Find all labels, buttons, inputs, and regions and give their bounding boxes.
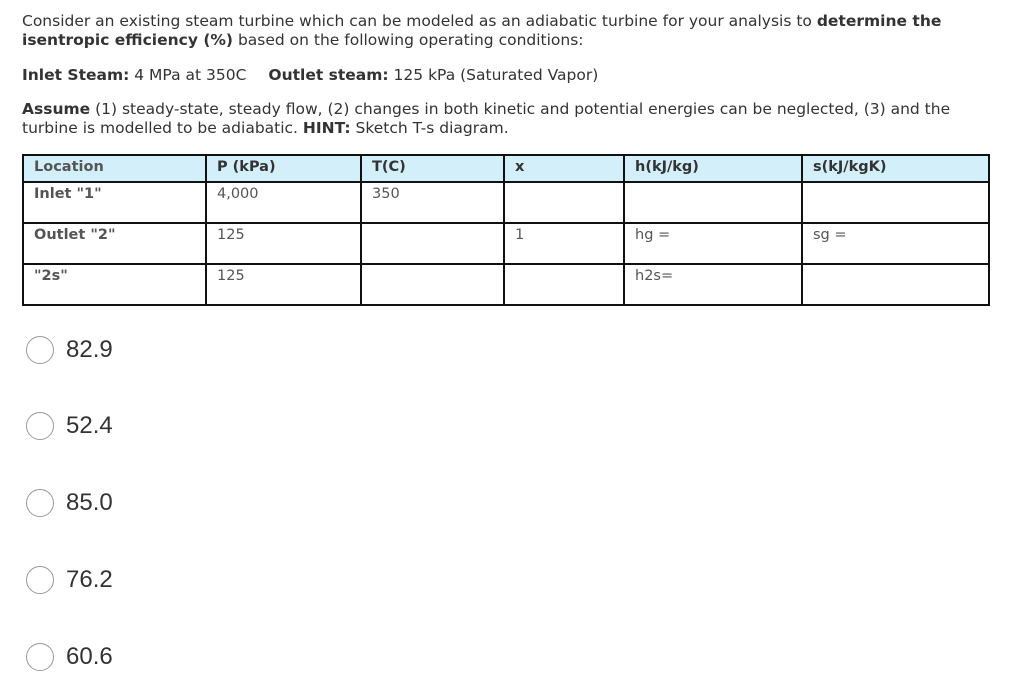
header-temperature: T(C) [360,154,505,183]
cell-quality [503,181,625,224]
cell-temperature: 350 [360,181,505,224]
option-label: 82.9 [66,336,113,363]
radio-button[interactable] [26,643,54,671]
intro-text-end: based on the following operating conditi… [233,31,584,49]
cell-location: "2s" [22,263,207,306]
outlet-value: 125 kPa (Saturated Vapor) [388,66,599,84]
cell-location: Outlet "2" [22,222,207,265]
cell-enthalpy: hg = [623,222,803,265]
cell-entropy [801,181,990,224]
question-intro: Consider an existing steam turbine which… [22,12,1002,50]
cell-temperature [360,222,505,265]
cell-pressure: 125 [205,222,362,265]
cell-quality [503,263,625,306]
cell-enthalpy [623,181,803,224]
assume-label: Assume [22,100,91,118]
radio-button[interactable] [26,566,54,594]
intro-bold: determine the isentropic efficiency (%) [22,12,942,49]
option-label: 52.4 [66,412,113,439]
state-table: Location P (kPa) T(C) x h(kJ/kg) s(kJ/kg… [22,154,990,306]
header-pressure: P (kPa) [205,154,362,183]
assume-text: (1) steady-state, steady flow, (2) chang… [22,100,951,137]
header-entropy: s(kJ/kgK) [801,154,990,183]
answer-option-4[interactable]: 76.2 [26,566,113,594]
inlet-label: Inlet Steam: [22,66,130,84]
hint-label: HINT: [302,119,351,137]
cell-entropy [801,263,990,306]
answer-option-2[interactable]: 52.4 [26,412,113,440]
header-enthalpy: h(kJ/kg) [623,154,803,183]
answer-option-5[interactable]: 60.6 [26,643,113,671]
option-label: 85.0 [66,489,113,516]
cell-entropy: sg = [801,222,990,265]
hint-text: Sketch T-s diagram. [350,119,509,137]
outlet-label: Outlet steam: [268,66,389,84]
answer-option-3[interactable]: 85.0 [26,489,113,517]
cell-location: Inlet "1" [22,181,207,224]
cell-pressure: 125 [205,263,362,306]
answer-option-1[interactable]: 82.9 [26,336,113,364]
cell-enthalpy: h2s= [623,263,803,306]
radio-button[interactable] [26,336,54,364]
table-row: "2s" 125 h2s= [22,263,990,306]
inlet-value: 4 MPa at 350C [129,66,247,84]
operating-conditions: Inlet Steam: 4 MPa at 350C Outlet steam: … [22,66,1002,85]
radio-button[interactable] [26,412,54,440]
table-row: Inlet "1" 4,000 350 [22,181,990,224]
radio-button[interactable] [26,489,54,517]
table-header-row: Location P (kPa) T(C) x h(kJ/kg) s(kJ/kg… [22,154,990,183]
cell-temperature [360,263,505,306]
cell-quality: 1 [503,222,625,265]
cell-pressure: 4,000 [205,181,362,224]
header-location: Location [22,154,207,183]
assumptions: Assume (1) steady-state, steady flow, (2… [22,100,1002,138]
option-label: 76.2 [66,566,113,593]
intro-text: Consider an existing steam turbine which… [22,12,817,30]
header-quality: x [503,154,625,183]
option-label: 60.6 [66,643,113,670]
table-row: Outlet "2" 125 1 hg = sg = [22,222,990,265]
